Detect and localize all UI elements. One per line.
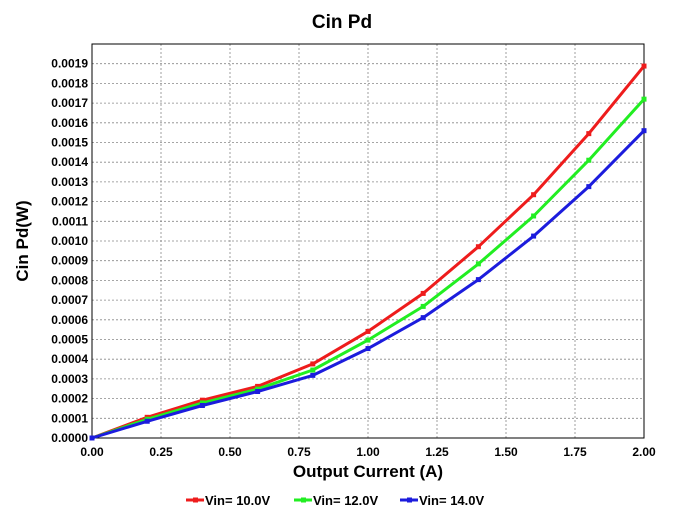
x-axis-ticks: 0.00 0.25 0.50 0.75 1.00 1.25 1.50 1.75 2.00	[80, 445, 656, 459]
series-3	[89, 128, 647, 441]
data-point	[310, 372, 316, 378]
y-tick-label: 0.0002	[51, 392, 88, 406]
legend-label: Vin= 12.0V	[313, 493, 378, 508]
chart-title: Cin Pd	[312, 12, 372, 33]
y-tick-label: 0.0015	[51, 136, 88, 150]
x-tick-label: 1.00	[356, 445, 380, 459]
y-tick-label: 0.0017	[51, 96, 88, 110]
data-point	[531, 213, 537, 219]
plot-area	[91, 43, 645, 439]
legend-label: Vin= 10.0V	[205, 493, 270, 508]
y-tick-label: 0.0016	[51, 116, 88, 130]
x-tick-label: 1.25	[425, 445, 449, 459]
legend-marker	[193, 497, 198, 503]
data-point	[586, 157, 592, 163]
data-point	[199, 402, 205, 408]
data-point	[365, 346, 371, 352]
data-point	[144, 418, 150, 424]
y-tick-label: 0.0014	[51, 155, 88, 169]
y-tick-label: 0.0006	[51, 313, 88, 327]
grid-lines	[92, 44, 644, 438]
x-tick-label: 0.50	[218, 445, 242, 459]
data-point	[310, 361, 316, 367]
legend-label: Vin= 14.0V	[419, 493, 484, 508]
x-axis-title: Output Current (A)	[293, 462, 443, 481]
data-point	[255, 383, 261, 389]
data-point	[310, 367, 316, 373]
data-point	[475, 261, 481, 267]
data-point	[89, 435, 95, 441]
x-tick-label: 2.00	[632, 445, 656, 459]
legend-entry: Vin= 12.0V	[294, 493, 378, 508]
data-point	[199, 400, 205, 406]
y-tick-label: 0.0005	[51, 333, 88, 347]
legend-marker	[301, 497, 306, 503]
data-point	[420, 315, 426, 321]
y-tick-label: 0.0013	[51, 175, 88, 189]
legend-entry: Vin= 14.0V	[400, 493, 484, 508]
y-tick-label: 0.0018	[51, 76, 88, 90]
data-point	[255, 389, 261, 395]
data-point	[586, 184, 592, 190]
data-point	[641, 96, 647, 102]
data-point	[475, 277, 481, 283]
data-point	[641, 63, 647, 69]
data-point	[365, 328, 371, 334]
y-tick-label: 0.0000	[51, 431, 88, 445]
y-tick-label: 0.0011	[52, 214, 88, 228]
data-point	[531, 233, 537, 239]
data-point	[199, 397, 205, 403]
y-tick-label: 0.0012	[51, 195, 88, 209]
y-tick-label: 0.0008	[51, 273, 88, 287]
data-point	[531, 192, 537, 198]
y-tick-label: 0.0019	[51, 57, 88, 71]
data-point	[365, 337, 371, 343]
data-point	[420, 303, 426, 309]
legend-marker	[407, 497, 412, 503]
y-tick-label: 0.0010	[51, 234, 88, 248]
x-tick-label: 0.00	[80, 445, 104, 459]
legend: Vin= 10.0V Vin= 12.0V Vin= 14.0V	[186, 493, 484, 508]
y-tick-label: 0.0003	[51, 372, 88, 386]
y-tick-label: 0.0009	[51, 254, 88, 268]
data-point	[586, 131, 592, 137]
y-tick-label: 0.0004	[51, 352, 88, 366]
x-tick-label: 1.50	[494, 445, 518, 459]
data-point	[475, 244, 481, 250]
data-point	[641, 128, 647, 134]
y-tick-label: 0.0007	[51, 293, 88, 307]
y-tick-label: 0.0001	[51, 411, 88, 425]
x-tick-label: 1.75	[563, 445, 587, 459]
data-point	[420, 290, 426, 296]
y-axis-title: Cin Pd(W)	[13, 200, 32, 281]
series-layer	[89, 63, 647, 441]
legend-entry: Vin= 10.0V	[186, 493, 270, 508]
y-axis-ticks: 0.0000 0.0001 0.0002 0.0003 0.0004 0.0005 0.00…	[51, 57, 88, 445]
x-tick-label: 0.75	[287, 445, 311, 459]
x-tick-label: 0.25	[149, 445, 173, 459]
